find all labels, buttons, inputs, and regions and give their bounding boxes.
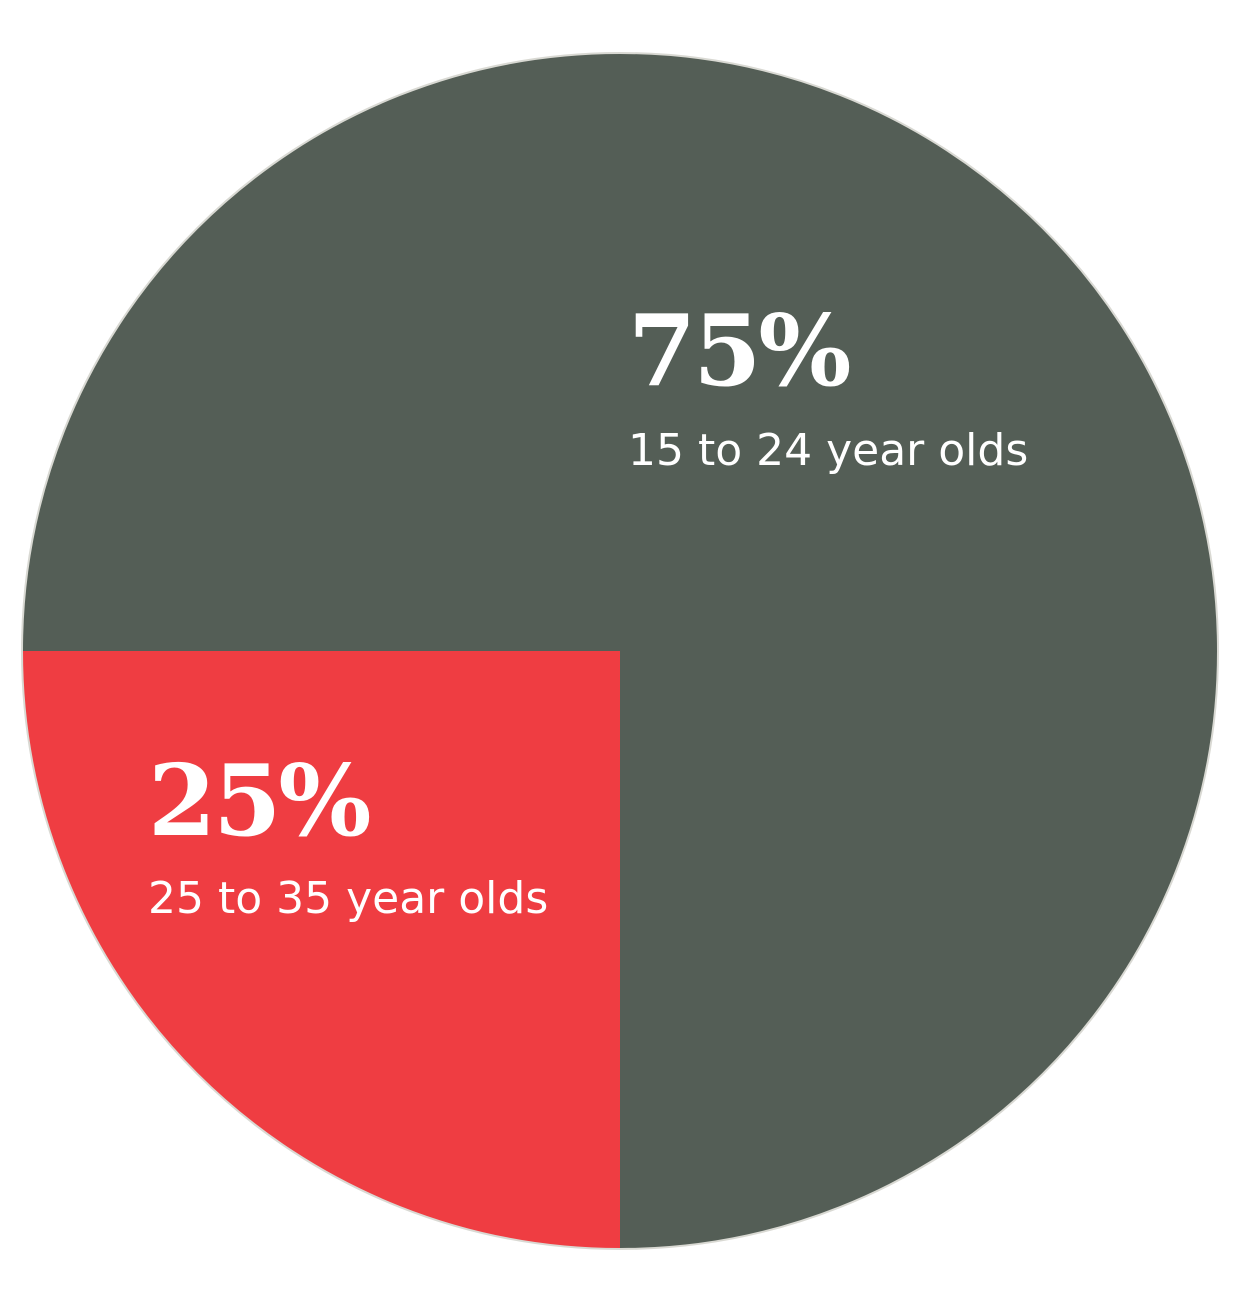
pie-outline bbox=[21, 52, 1219, 1250]
pie-slice-25-to-35-year-olds bbox=[22, 651, 620, 1249]
pie-slices bbox=[21, 52, 1219, 1250]
slice-category-label-15-24: 15 to 24 year olds bbox=[628, 425, 1028, 476]
slice-value-label-25-35: 25% bbox=[148, 744, 369, 859]
slice-category-label-25-35: 25 to 35 year olds bbox=[148, 873, 548, 924]
slice-value-label-15-24: 75% bbox=[628, 294, 849, 409]
